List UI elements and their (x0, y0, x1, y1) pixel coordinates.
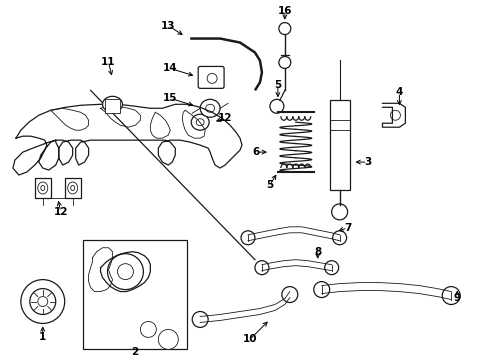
Text: 9: 9 (454, 293, 461, 302)
Text: 12: 12 (53, 207, 68, 217)
Circle shape (158, 329, 178, 349)
Ellipse shape (196, 119, 204, 126)
Ellipse shape (207, 73, 217, 84)
Text: 5: 5 (274, 80, 281, 90)
Text: 5: 5 (266, 180, 273, 190)
Circle shape (442, 287, 460, 305)
Text: 6: 6 (252, 147, 260, 157)
Ellipse shape (71, 185, 74, 190)
Text: 15: 15 (163, 93, 177, 103)
Text: 7: 7 (344, 223, 351, 233)
Bar (65, 178, 81, 198)
Circle shape (279, 23, 291, 35)
Bar (330, 100, 349, 190)
Bar (104, 99, 121, 113)
Circle shape (333, 231, 346, 245)
Text: 13: 13 (161, 21, 175, 31)
Circle shape (314, 282, 330, 298)
Circle shape (241, 231, 255, 245)
Text: 12: 12 (218, 113, 232, 123)
Ellipse shape (200, 99, 220, 117)
Text: 11: 11 (101, 58, 116, 67)
Circle shape (38, 297, 48, 306)
Ellipse shape (191, 114, 209, 130)
Circle shape (391, 110, 400, 120)
Circle shape (279, 57, 291, 68)
Ellipse shape (107, 100, 118, 108)
Circle shape (282, 287, 298, 302)
Circle shape (325, 261, 339, 275)
Circle shape (141, 321, 156, 337)
Circle shape (30, 289, 56, 315)
Text: 1: 1 (39, 332, 47, 342)
Text: 3: 3 (364, 157, 371, 167)
Text: 8: 8 (314, 247, 321, 257)
Ellipse shape (38, 182, 48, 194)
FancyBboxPatch shape (198, 67, 224, 88)
Circle shape (270, 99, 284, 113)
Circle shape (332, 204, 347, 220)
Ellipse shape (206, 104, 215, 112)
Bar (35, 178, 51, 198)
Text: 10: 10 (243, 334, 257, 345)
Circle shape (21, 280, 65, 323)
Circle shape (118, 264, 133, 280)
Text: 16: 16 (278, 6, 292, 15)
Bar (83, 240, 187, 349)
Circle shape (255, 261, 269, 275)
Text: 4: 4 (396, 87, 403, 97)
Ellipse shape (41, 185, 45, 190)
Ellipse shape (102, 96, 122, 112)
Text: 14: 14 (163, 63, 177, 73)
Ellipse shape (68, 182, 77, 194)
Text: 2: 2 (131, 347, 138, 357)
Circle shape (107, 254, 144, 289)
Circle shape (192, 311, 208, 328)
